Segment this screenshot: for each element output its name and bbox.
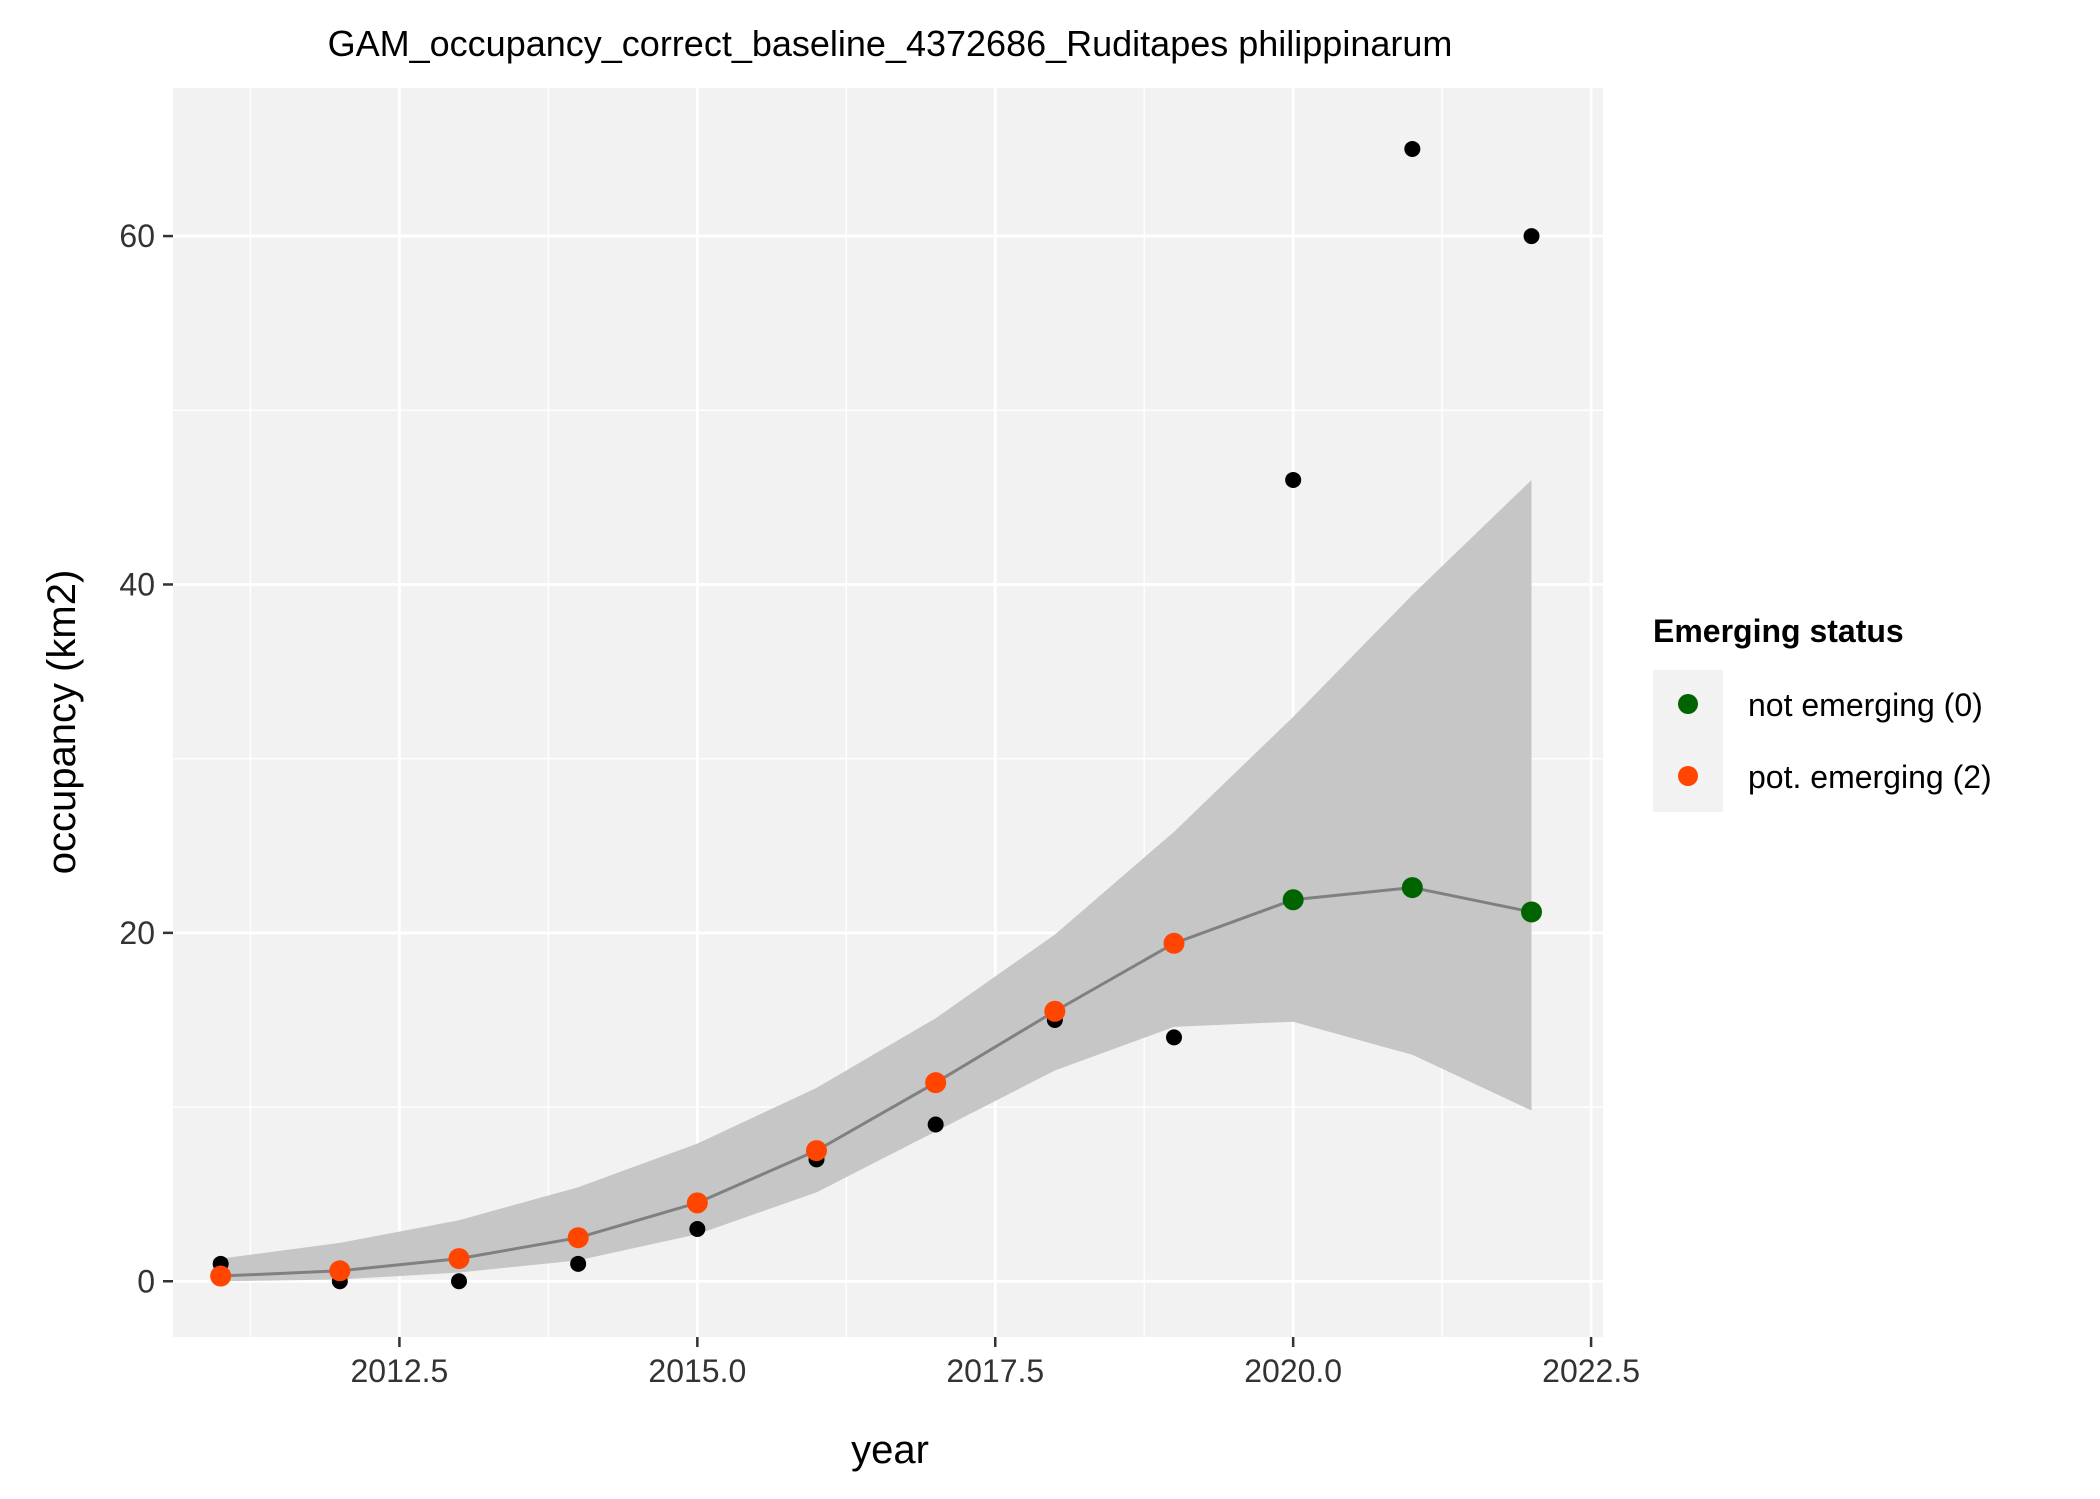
legend-label-pot-emerging: pot. emerging (2): [1748, 759, 1992, 795]
observed-point: [689, 1220, 706, 1237]
observed-point: [570, 1255, 587, 1272]
fitted-point: [1282, 889, 1304, 911]
fit-line: [220, 886, 1532, 1278]
legend-key-background: [1653, 670, 1723, 812]
observed-point: [1523, 228, 1540, 245]
observed-point: [1285, 471, 1302, 488]
y-tick-label: 20: [119, 915, 155, 951]
legend-key-pot-emerging: [1678, 766, 1698, 786]
x-tick-label: 2017.5: [946, 1353, 1044, 1389]
fitted-point: [210, 1265, 232, 1287]
fitted-point: [1163, 932, 1185, 954]
x-tick-label: 2022.5: [1542, 1353, 1640, 1389]
observed-point: [1166, 1029, 1182, 1046]
fitted-point: [448, 1248, 470, 1270]
fitted-point: [1044, 1000, 1066, 1022]
y-tick-label: 40: [119, 566, 155, 602]
y-axis-title: occupancy (km2): [40, 570, 84, 875]
x-tick-label: 2012.5: [350, 1353, 448, 1389]
legend-key-not-emerging: [1678, 694, 1698, 714]
fitted-point: [1401, 877, 1423, 899]
legend-title: Emerging status: [1653, 613, 1904, 649]
observed-point: [927, 1116, 944, 1133]
confidence-ribbon: [220, 479, 1532, 1282]
y-axis: 0 20 40 60: [119, 218, 173, 1299]
fitted-point: [686, 1192, 708, 1214]
grid-major: [173, 88, 1603, 1337]
y-tick-label: 60: [119, 218, 155, 254]
legend: Emerging status not emerging (0) pot. em…: [1653, 613, 1992, 812]
fitted-points: [210, 877, 1542, 1287]
x-tick-label: 2015.0: [648, 1353, 746, 1389]
fitted-point: [1521, 901, 1542, 923]
observed-point: [1404, 140, 1421, 157]
x-axis-title: year: [851, 1428, 929, 1472]
y-tick-label: 0: [137, 1263, 155, 1299]
fitted-point: [329, 1260, 351, 1282]
observed-point: [451, 1273, 467, 1290]
fitted-point: [925, 1072, 947, 1094]
legend-label-not-emerging: not emerging (0): [1748, 687, 1983, 723]
x-tick-label: 2020.0: [1244, 1353, 1342, 1389]
fitted-point: [567, 1227, 589, 1249]
fitted-point: [806, 1140, 827, 1162]
x-axis: 2012.5 2015.0 2017.5 2020.0 2022.5: [350, 1337, 1640, 1389]
chart-title: GAM_occupancy_correct_baseline_4372686_R…: [328, 23, 1453, 64]
